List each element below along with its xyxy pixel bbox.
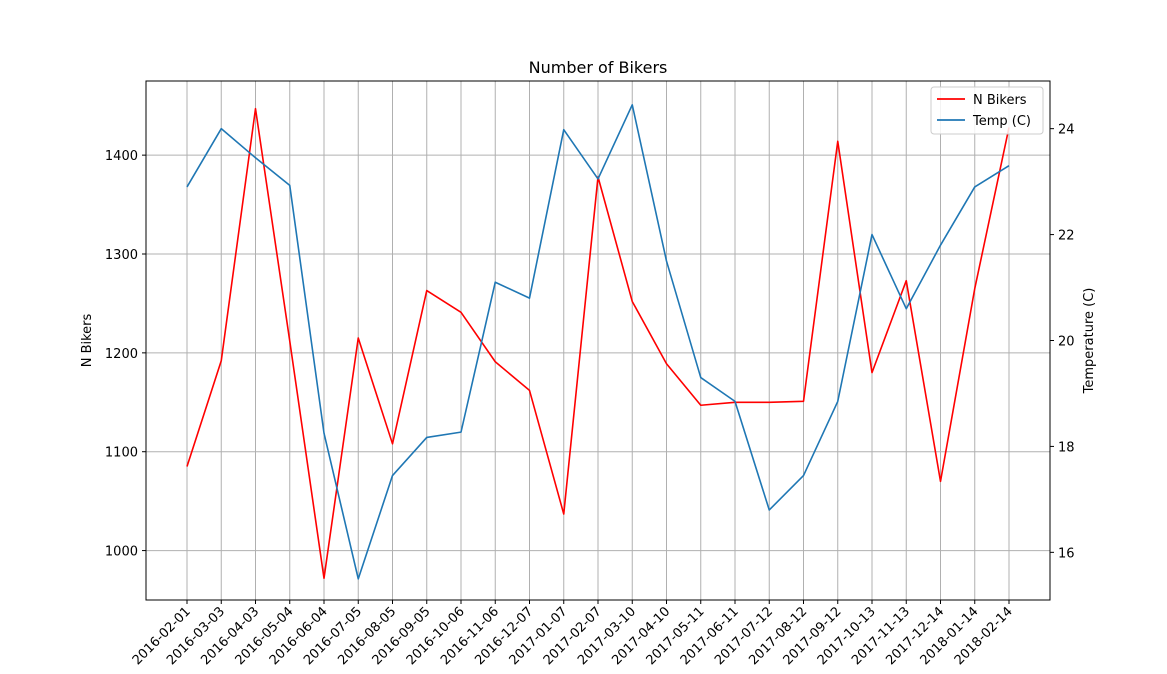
series-lines — [186, 104, 1010, 580]
y-left-tick-label: 1000 — [105, 545, 138, 560]
series-line-temp-c — [186, 104, 1010, 580]
y-right-tick-label: 22 — [1058, 229, 1075, 244]
y-axis-right-label: Temperature (C) — [1082, 288, 1097, 395]
y-right-tick-label: 20 — [1058, 335, 1075, 350]
y-right-tick-label: 16 — [1058, 546, 1075, 561]
y-right-tick-label: 24 — [1058, 123, 1075, 138]
series-line-n-bikers — [186, 107, 1010, 580]
chart-title: Number of Bikers — [529, 58, 668, 77]
y-left-tick-label: 1100 — [105, 446, 138, 461]
y-axis-left-label: N Bikers — [80, 313, 95, 367]
y-left-tick-label: 1300 — [105, 248, 138, 263]
y-right-tick-label: 18 — [1058, 440, 1075, 455]
y-left-tick-label: 1400 — [105, 149, 138, 164]
grid-lines — [146, 81, 1050, 600]
y-left-tick-label: 1200 — [105, 347, 138, 362]
legend: N Bikers Temp (C) — [930, 86, 1044, 135]
legend-label: Temp (C) — [972, 114, 1031, 129]
legend-label: N Bikers — [973, 93, 1027, 108]
